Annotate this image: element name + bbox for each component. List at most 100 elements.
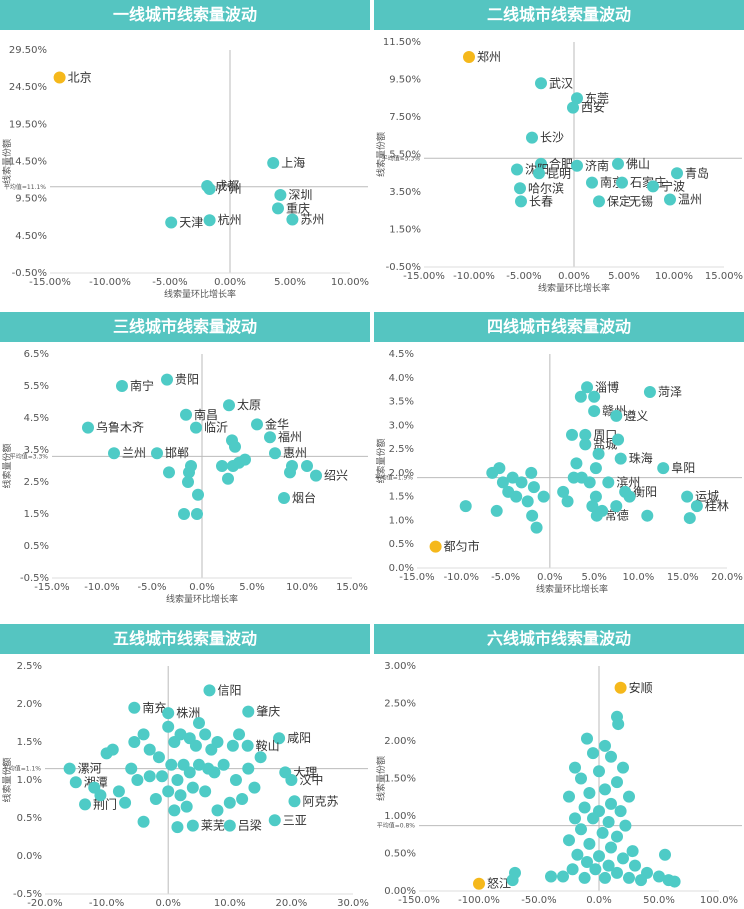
data-point [211, 804, 224, 817]
data-point [653, 870, 665, 883]
data-point [63, 762, 76, 775]
data-point [217, 758, 230, 771]
point-label: 珠海 [629, 451, 653, 466]
point-label: 阜阳 [671, 461, 695, 475]
data-point [575, 823, 587, 836]
point-label: 菏泽 [658, 385, 682, 399]
y-tick-label: 9.50% [389, 75, 421, 86]
x-axis-label: 线索量环比增长率 [164, 288, 236, 300]
data-point [211, 736, 224, 748]
y-tick-label: 1.5% [17, 737, 42, 748]
point-label: 吕梁 [238, 818, 262, 833]
x-tick-label: 20.0% [711, 572, 743, 583]
data-point [610, 409, 623, 422]
y-tick-label: 4.5% [24, 413, 49, 424]
point-label: 绍兴 [324, 469, 348, 483]
data-point [557, 870, 569, 883]
data-point [612, 718, 625, 731]
data-point [273, 732, 286, 745]
point-label: 东莞 [585, 91, 609, 105]
average-label: 平均值=1.1% [3, 765, 42, 773]
data-point [199, 728, 212, 741]
y-tick-label: 1.50% [389, 225, 421, 236]
data-point [171, 821, 184, 834]
x-tick-label: -15.00% [29, 277, 71, 288]
data-point [602, 816, 615, 829]
data-point [681, 490, 694, 503]
y-tick-label: 3.50% [389, 187, 421, 198]
chart-panel-tier4: 四线城市线索量波动 0.0% 0.5% 1.0% 1.5% 2.0% 2.5% 3.0% 3.… [374, 312, 744, 620]
data-point [269, 447, 281, 460]
data-point [535, 157, 547, 170]
x-tick-label: 10.0% [214, 898, 246, 909]
x-tick-label: 10.0% [623, 572, 655, 583]
data-point [165, 216, 178, 229]
data-point [463, 51, 475, 63]
data-point [108, 447, 120, 460]
data-point [143, 743, 156, 756]
x-tick-label: 15.0% [336, 582, 368, 593]
data-point [193, 717, 205, 729]
x-tick-label: -5.0% [137, 582, 166, 593]
data-point [278, 492, 290, 504]
data-point [599, 739, 611, 752]
data-point [239, 453, 251, 466]
data-point [581, 381, 594, 394]
point-label: 贵阳 [175, 373, 199, 387]
data-point [605, 797, 617, 810]
x-tick-label: 10.0% [286, 582, 318, 593]
data-point [659, 848, 671, 861]
x-tick-label: 0.00% [214, 277, 246, 288]
data-point [610, 500, 623, 513]
data-point [611, 776, 623, 789]
x-tick-label: -5.00% [506, 271, 541, 282]
data-point [596, 504, 609, 517]
data-point [288, 795, 301, 808]
y-tick-label: 24.50% [9, 82, 47, 93]
data-point [533, 167, 545, 180]
data-point [602, 859, 615, 872]
average-label: 平均值=0.8% [377, 822, 416, 830]
data-point [515, 476, 528, 489]
data-point [623, 490, 636, 503]
y-tick-label: 29.50% [9, 45, 47, 56]
y-tick-label: 2.0% [17, 699, 42, 710]
point-label: 惠州 [283, 446, 307, 460]
data-point [593, 195, 605, 208]
data-point [242, 762, 255, 775]
y-tick-label: 6.5% [24, 349, 49, 360]
x-tick-label: 5.0% [239, 582, 264, 593]
point-label: 临沂 [204, 421, 228, 435]
data-point [643, 386, 656, 399]
point-label: 鞍山 [256, 738, 280, 753]
y-tick-label: 1.50% [384, 774, 416, 785]
data-point [165, 758, 178, 771]
point-label: 周口 [593, 428, 617, 442]
data-point [131, 774, 144, 786]
point-label: 遵义 [624, 408, 648, 423]
chart-title-tier4: 四线城市线索量波动 [374, 312, 744, 342]
chart-title-tier1: 一线城市线索量波动 [0, 0, 370, 30]
x-tick-label: 100.0% [700, 895, 738, 906]
point-label: 三亚 [283, 813, 307, 827]
data-point [612, 157, 624, 170]
data-point [506, 471, 519, 484]
point-label: 上海 [281, 155, 305, 170]
data-point [301, 460, 313, 472]
data-point [668, 875, 681, 888]
scatter-chart-tier3: -0.5% 0.5% 1.5% 2.5% 3.5% 4.5% 5.5% 6.5% -15.0% -… [1, 349, 368, 605]
x-tick-label: 0.0% [189, 582, 214, 593]
x-tick-label: 20.0% [276, 898, 308, 909]
point-label: 广州 [218, 182, 242, 196]
y-axis-label: 线索量份额 [375, 756, 387, 801]
data-point [254, 751, 267, 764]
point-label: 漯河 [78, 762, 102, 776]
data-point [199, 785, 212, 798]
data-point [602, 476, 615, 489]
point-label: 宁波 [661, 178, 685, 193]
data-point [203, 214, 216, 227]
point-label: 烟台 [292, 490, 316, 505]
data-point [182, 476, 194, 488]
y-tick-label: 7.50% [389, 112, 421, 123]
y-tick-label: 4.0% [389, 373, 414, 384]
